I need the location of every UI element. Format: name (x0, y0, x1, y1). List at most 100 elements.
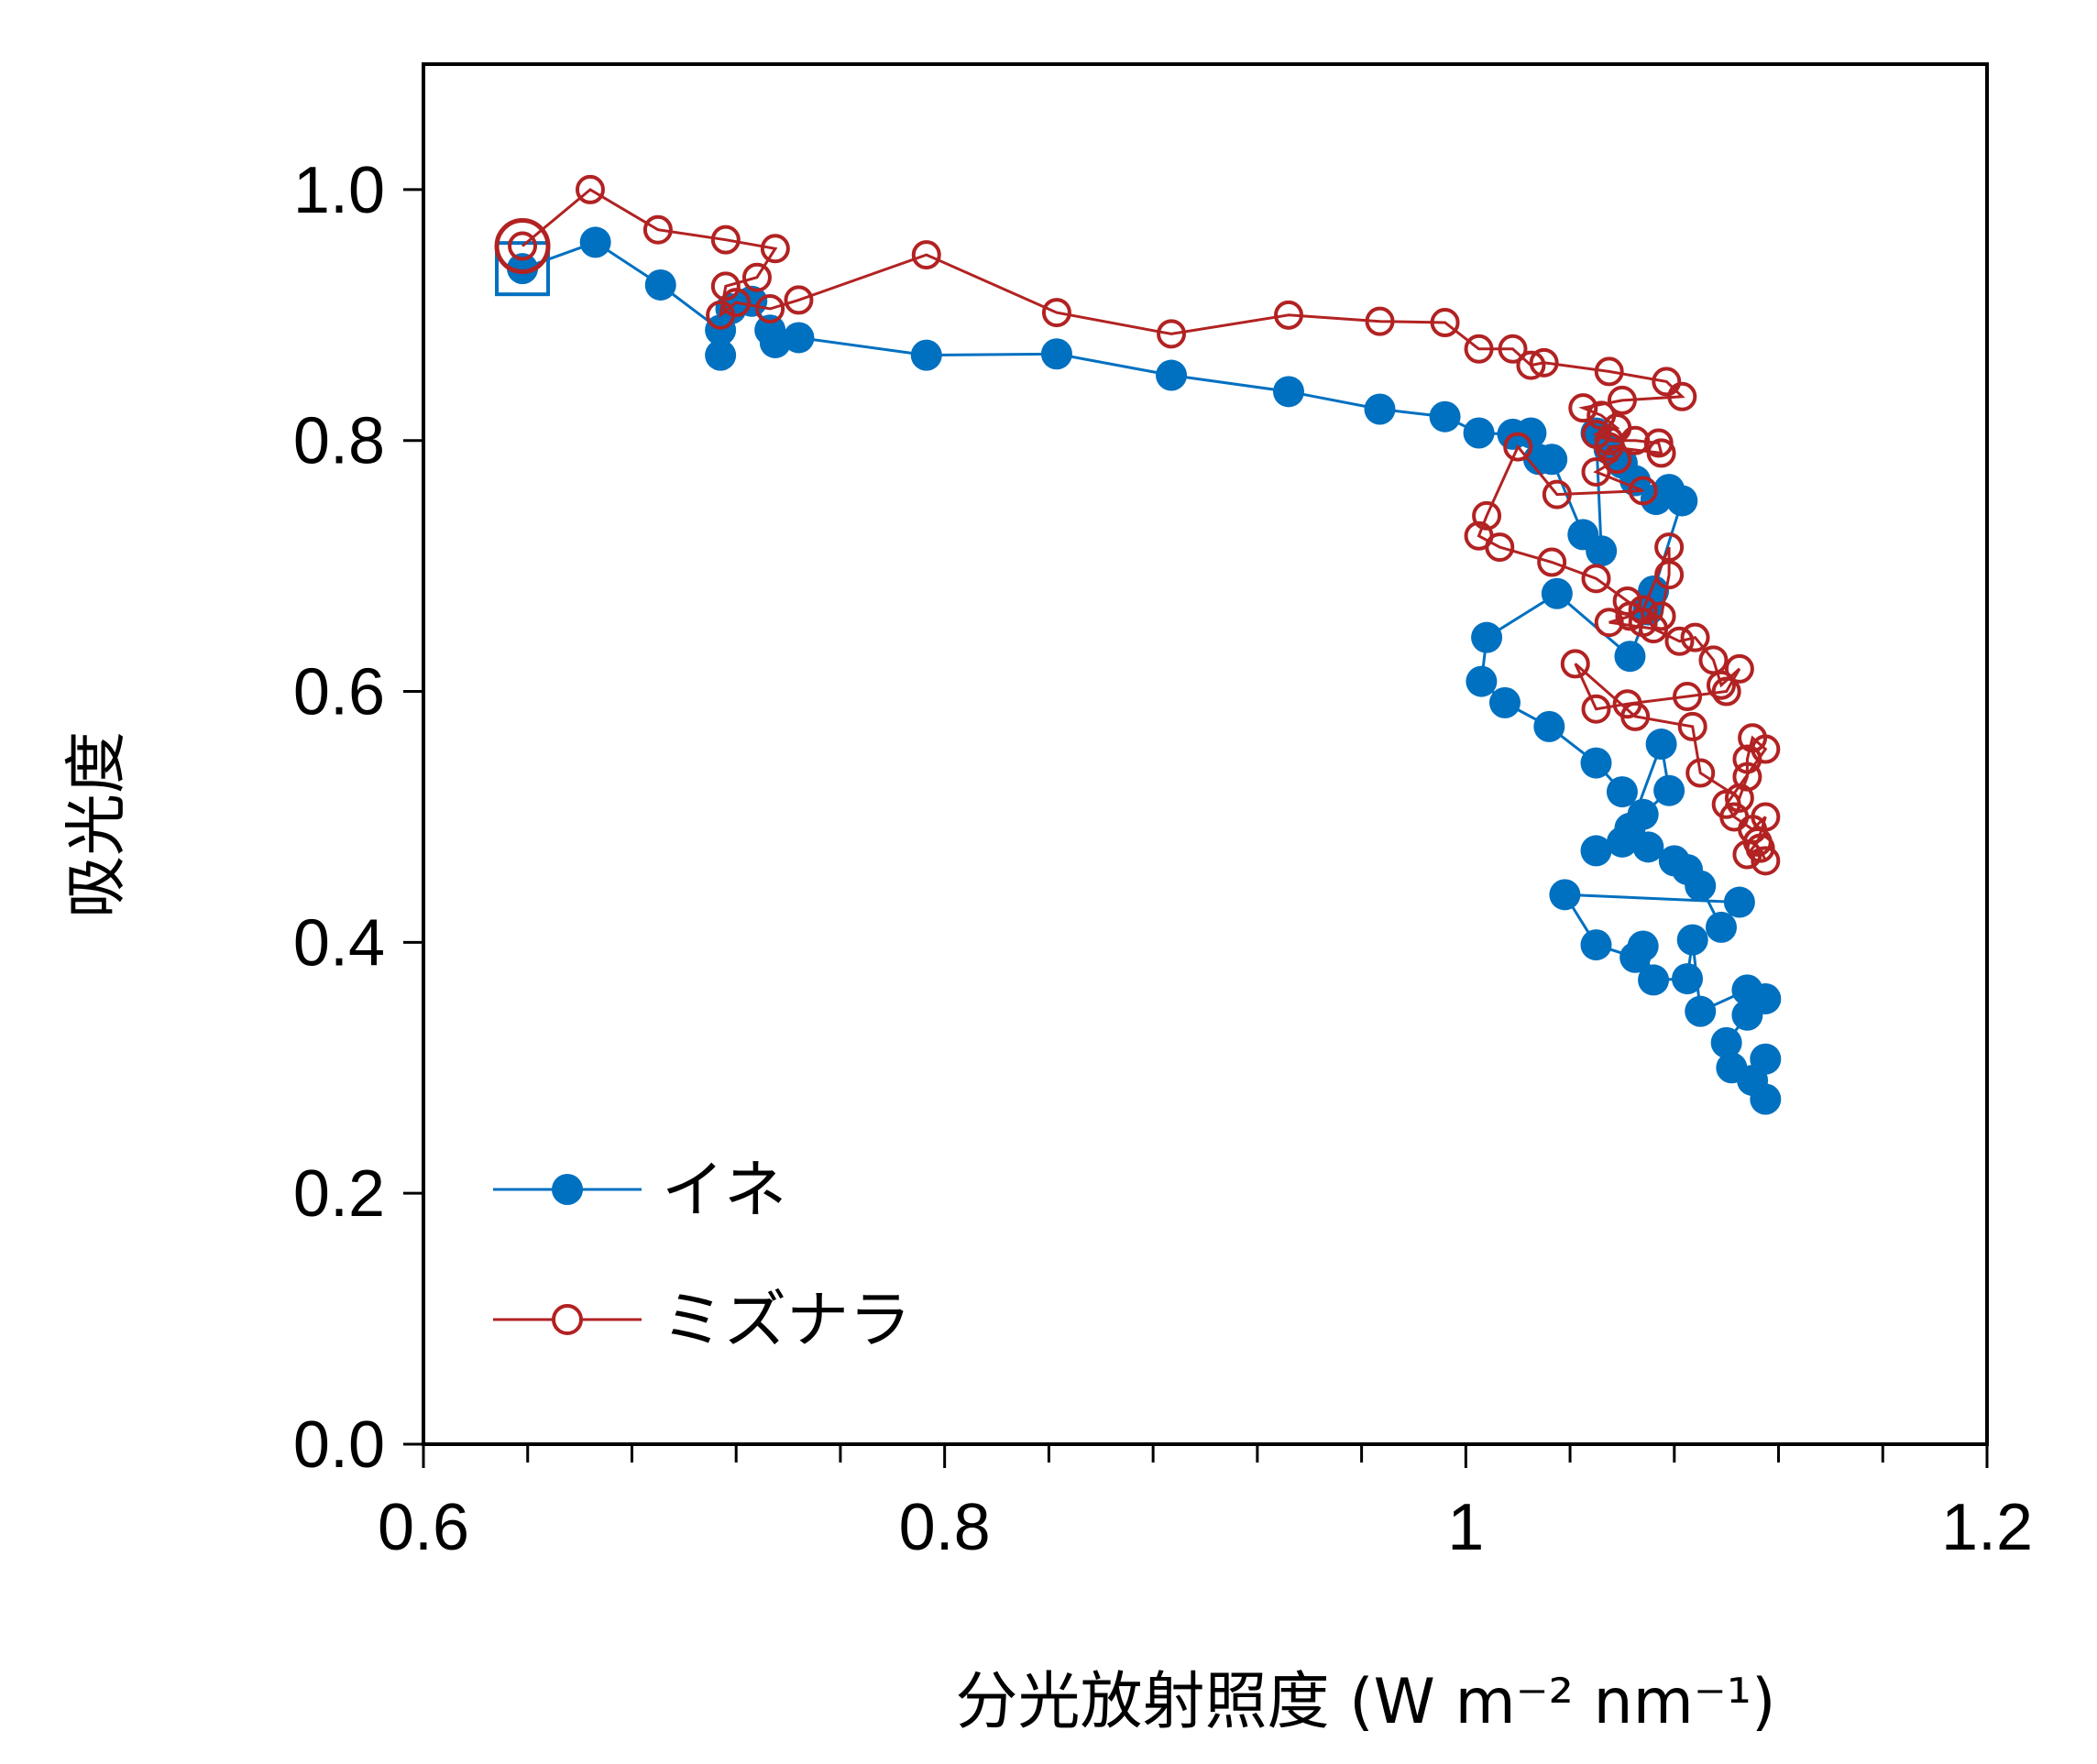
data-point (1628, 476, 1658, 506)
data-point (1606, 776, 1638, 808)
x-tick-label: 0.6 (378, 1491, 469, 1564)
data-point (1677, 711, 1707, 741)
data-point (1515, 417, 1547, 449)
y-tick-label: 0.0 (293, 1408, 385, 1482)
y-tick-label: 1.0 (293, 154, 385, 227)
data-point (1612, 586, 1642, 616)
data-point (1654, 560, 1685, 590)
data-point (741, 262, 772, 292)
data-point (1581, 694, 1611, 724)
data-point (1745, 833, 1775, 863)
data-point (1638, 964, 1670, 996)
data-point (579, 226, 611, 258)
data-point (760, 234, 790, 264)
data-point (1750, 1083, 1782, 1115)
data-point (575, 174, 605, 204)
y-tick-label: 0.6 (293, 656, 385, 729)
data-point (1529, 347, 1559, 378)
data-point (508, 231, 538, 261)
data-point (644, 268, 676, 301)
data-point (1594, 356, 1624, 387)
data-point (1639, 614, 1669, 644)
data-point (1685, 995, 1717, 1027)
data-point (710, 225, 741, 255)
data-point (1463, 417, 1495, 449)
data-point (705, 339, 737, 371)
data-point (1614, 641, 1646, 673)
data-point (755, 293, 785, 323)
x-tick-label: 1.2 (1941, 1491, 2033, 1564)
data-point (1364, 393, 1396, 425)
data-point (1586, 535, 1618, 567)
data-point (1723, 886, 1755, 918)
series-layer (494, 174, 1782, 1115)
data-point (721, 288, 752, 318)
data-point (1156, 359, 1188, 391)
data-point (1040, 338, 1072, 370)
data-point (1464, 334, 1494, 364)
data-point (1273, 300, 1303, 330)
data-point (1471, 621, 1503, 653)
data-point (1272, 376, 1304, 408)
data-point (1654, 532, 1685, 563)
data-point (1606, 826, 1638, 858)
data-point (1594, 608, 1624, 638)
data-point (1711, 676, 1741, 707)
data-point (1537, 547, 1567, 577)
y-axis-title: 吸光度 (61, 731, 134, 918)
series-line (522, 188, 1768, 861)
data-point (1705, 911, 1737, 943)
data-point (1157, 319, 1187, 349)
x-tick-label: 1 (1447, 1491, 1484, 1564)
data-point (1710, 1026, 1742, 1058)
start-marker (495, 241, 551, 297)
data-point (1732, 761, 1762, 792)
data-point (1503, 432, 1533, 462)
data-point (1646, 438, 1676, 468)
data-point (1498, 334, 1528, 364)
data-point (911, 240, 941, 270)
data-point (1602, 444, 1632, 475)
x-axis-title: 分光放射照度 (W m⁻² nm⁻¹) (955, 1666, 1775, 1738)
series-ine (495, 226, 1782, 1115)
data-point (1516, 350, 1546, 380)
data-point (910, 339, 942, 371)
legend-marker-ine (552, 1174, 583, 1205)
data-point (1549, 879, 1581, 911)
legend-marker-mizunara (552, 1304, 583, 1335)
data-point (1632, 831, 1664, 863)
data-point (1536, 444, 1568, 476)
data-point (759, 326, 791, 358)
series-mizunara (494, 174, 1781, 876)
data-point (1560, 649, 1590, 679)
legend-label-mizunara: ミズナラ (662, 1285, 911, 1357)
data-point (783, 322, 815, 354)
data-point (1615, 601, 1645, 631)
data-point (1673, 682, 1703, 712)
data-point (1751, 734, 1781, 764)
data-point (1485, 532, 1515, 563)
data-point (1666, 485, 1698, 517)
legend-label-ine: イネ (662, 1155, 786, 1227)
data-point (1627, 930, 1659, 962)
data-point (1607, 385, 1637, 415)
y-tick-label: 0.8 (293, 405, 385, 478)
data-point (1667, 381, 1697, 411)
x-tick-label: 0.8 (899, 1491, 991, 1564)
data-point (784, 285, 814, 315)
data-point (1680, 622, 1710, 652)
plot-frame (422, 62, 1989, 1446)
data-point (1750, 1043, 1782, 1075)
data-point (1041, 298, 1071, 328)
data-point (1653, 774, 1685, 806)
data-point (1581, 564, 1611, 594)
y-tick-label: 0.2 (293, 1157, 385, 1231)
data-point (1724, 653, 1754, 684)
start-marker (494, 218, 551, 275)
data-point (1645, 729, 1677, 761)
data-point (1365, 306, 1395, 336)
data-point (1672, 963, 1704, 995)
data-point (1731, 999, 1763, 1031)
data-point (1472, 500, 1502, 531)
data-point (1466, 665, 1498, 697)
